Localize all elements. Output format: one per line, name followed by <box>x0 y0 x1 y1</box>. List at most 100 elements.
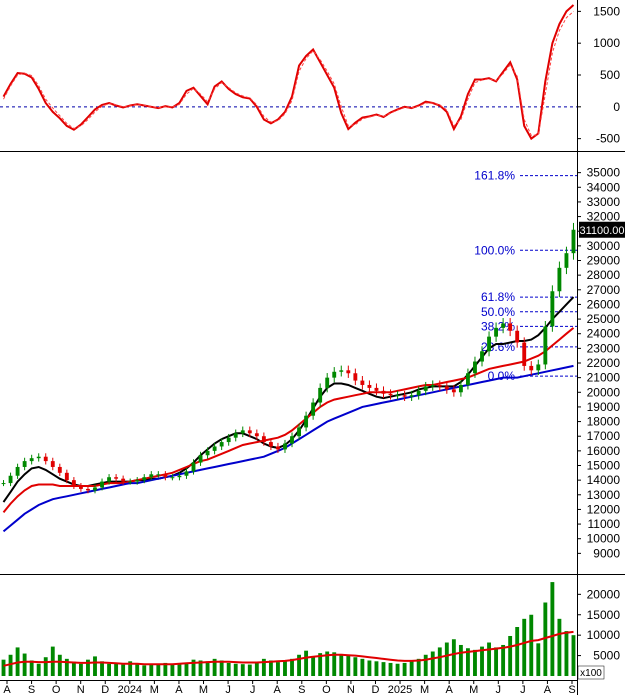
volume-bar <box>135 663 140 676</box>
candle-body <box>57 466 62 473</box>
volume-bar <box>451 639 456 676</box>
volume-bar <box>184 662 189 676</box>
candle-body <box>487 336 491 352</box>
x-tick-label: N <box>77 684 85 695</box>
volume-bar <box>114 662 119 676</box>
volume-bar <box>219 660 224 676</box>
candle-body <box>564 253 569 268</box>
volume-tick-label: 20000 <box>587 587 621 601</box>
volume-scale-box <box>577 665 605 680</box>
candle-body <box>177 475 182 478</box>
volume-bar <box>71 661 76 676</box>
volume-bar <box>297 654 301 676</box>
oscillator-tick-label: -500 <box>596 132 620 146</box>
oscillator-panel <box>0 0 577 150</box>
volume-bar <box>93 656 97 676</box>
x-tick-label: N <box>347 684 355 695</box>
price-tick-label: 15000 <box>587 459 621 473</box>
candle-body <box>240 430 245 434</box>
volume-bar <box>304 650 309 676</box>
price-tick-label: 33000 <box>587 195 621 209</box>
volume-bar <box>43 657 48 676</box>
x-tick-label: A <box>544 684 552 695</box>
volume-bar <box>226 662 231 676</box>
volume-bar <box>508 635 513 676</box>
candle-body <box>276 446 280 450</box>
candle-body <box>480 351 484 362</box>
volume-bar <box>240 664 245 676</box>
x-tick-label: M <box>420 684 429 695</box>
price-tick-label: 30000 <box>587 239 621 253</box>
candle-body <box>304 415 309 428</box>
candle-body <box>212 446 217 451</box>
volume-bar <box>332 652 337 676</box>
candle-body <box>233 433 238 438</box>
price-tick-label: 27000 <box>587 283 621 297</box>
price-tick-label: 17000 <box>587 429 621 443</box>
x-tick-label: S <box>298 684 305 695</box>
candle-body <box>522 342 527 366</box>
price-tick-label: 19000 <box>587 400 621 414</box>
volume-bar <box>374 661 379 676</box>
volume-bar <box>128 661 133 676</box>
volume-bar <box>487 642 491 676</box>
volume-bar <box>444 642 449 676</box>
volume-bar <box>557 618 562 676</box>
candle-body <box>367 384 372 388</box>
candle-body <box>395 395 400 397</box>
price-tick-label: 13000 <box>587 488 621 502</box>
fibonacci-level-label: 100.0% <box>474 243 515 257</box>
price-layer: 161.8%100.0%61.8%50.0%38.2%23.6%0.0% <box>1 169 577 533</box>
candle-body <box>64 472 69 481</box>
fibonacci-level-label: 0.0% <box>488 369 516 383</box>
volume-tick-label: 10000 <box>587 628 621 642</box>
x-tick-label: J <box>225 684 231 695</box>
volume-bar <box>339 653 344 676</box>
candle-body <box>374 387 379 391</box>
candle-body <box>416 390 421 396</box>
volume-bar <box>57 654 62 676</box>
candle-body <box>114 477 119 479</box>
x-tick-label: J <box>496 684 502 695</box>
x-tick-label: 2025 <box>388 684 412 695</box>
volume-bar <box>233 663 238 676</box>
volume-bar <box>360 658 365 676</box>
volume-bar <box>22 653 27 676</box>
candle-body <box>71 480 76 486</box>
price-tick-label: 14000 <box>587 473 621 487</box>
candle-body <box>529 365 534 371</box>
volume-bar <box>107 663 112 676</box>
volume-bar <box>416 658 421 676</box>
last-price-label: 31100.00 <box>579 225 624 237</box>
candle-body <box>8 475 13 484</box>
candle-body <box>494 327 499 337</box>
oscillator-layer <box>0 4 577 141</box>
volume-bar <box>409 661 414 676</box>
volume-bar <box>170 664 175 676</box>
candle-body <box>1 483 6 485</box>
volume-bar <box>388 662 393 676</box>
candle-body <box>191 462 196 472</box>
price-tick-label: 23000 <box>587 341 621 355</box>
price-tick-label: 34000 <box>587 180 621 194</box>
fibonacci-level-label: 38.2% <box>481 319 515 333</box>
fibonacci-level-label: 50.0% <box>481 305 515 319</box>
volume-bar <box>276 662 280 676</box>
candle-body <box>473 361 477 374</box>
volume-bar <box>311 656 316 676</box>
oscillator-series-line <box>3 11 574 137</box>
volume-bar <box>268 660 273 676</box>
axis-layer: 150010005000-500350003400033000320003100… <box>3 4 625 695</box>
candle-body <box>22 461 27 467</box>
x-tick-label: D <box>101 684 109 695</box>
volume-bar <box>550 582 555 676</box>
candle-body <box>128 481 133 483</box>
candle-body <box>198 455 203 463</box>
candle-body <box>135 480 140 482</box>
candle-body <box>226 437 231 443</box>
candle-body <box>29 458 34 462</box>
candle-body <box>515 330 520 343</box>
volume-bar <box>156 663 161 676</box>
candle-body <box>360 380 365 385</box>
